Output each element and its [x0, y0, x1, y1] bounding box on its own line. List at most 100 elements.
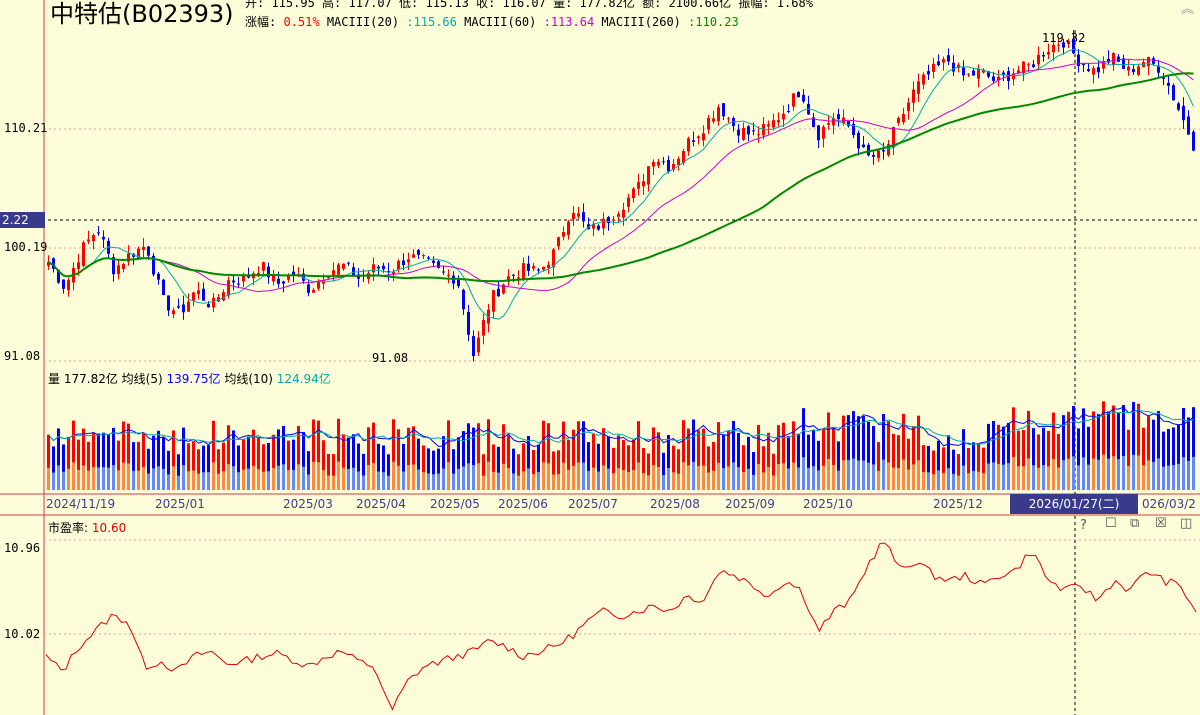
- restore-icon[interactable]: ⧉: [1130, 516, 1140, 531]
- volume-bar-lower: [712, 470, 715, 490]
- volume-bar: [132, 442, 135, 490]
- ma60-label: MACIII(60): [464, 15, 537, 29]
- x-tick: 2025/05: [430, 497, 480, 511]
- volume-bar: [1162, 431, 1165, 490]
- pe-value: 10.60: [91, 521, 127, 535]
- pe-line: [45, 542, 1197, 711]
- candle-body: [942, 59, 945, 63]
- volume-bar-lower: [1157, 458, 1160, 490]
- candle-body: [292, 271, 295, 275]
- volume-bar: [92, 432, 95, 490]
- volume-bar-lower: [1122, 455, 1125, 490]
- volume-bar-lower: [122, 462, 125, 490]
- volume-bar: [657, 432, 660, 490]
- volume-bar-lower: [967, 473, 970, 490]
- volume-bar: [177, 454, 180, 490]
- candle-body: [737, 129, 740, 136]
- candle-body: [1027, 64, 1030, 66]
- volume-bar: [677, 449, 680, 490]
- volume-bar: [807, 434, 810, 490]
- candle-body: [1042, 54, 1045, 57]
- volume-bar-lower: [317, 462, 320, 490]
- candle-body: [427, 257, 430, 259]
- volume-bar-lower: [362, 475, 365, 490]
- candle-body: [927, 71, 930, 75]
- volume-bar: [1027, 410, 1030, 490]
- volume-bar-lower: [962, 465, 965, 490]
- candle-body: [127, 253, 130, 262]
- volume-bar: [62, 444, 65, 490]
- candle-body: [692, 140, 695, 142]
- candle-body: [212, 297, 215, 308]
- settings-icon[interactable]: ◫: [1180, 516, 1193, 531]
- volume-bar: [417, 438, 420, 490]
- volume-bar-lower: [497, 472, 500, 490]
- minimize-icon[interactable]: ☐: [1105, 516, 1117, 531]
- candle-body: [662, 161, 665, 163]
- volume-bar-lower: [87, 470, 90, 490]
- candle-body: [562, 232, 565, 237]
- candle-body: [1107, 58, 1110, 63]
- collapse-icon[interactable]: ︽: [1181, 2, 1195, 17]
- candle-body: [537, 269, 540, 271]
- volume-bar-lower: [287, 470, 290, 490]
- volume-bar: [987, 423, 990, 490]
- candle-body: [882, 149, 885, 152]
- volume-bar: [1142, 427, 1145, 490]
- volume-bar-lower: [757, 464, 760, 490]
- candle-body: [1137, 66, 1140, 75]
- volume-bar: [997, 424, 1000, 490]
- volume-bar: [392, 419, 395, 490]
- candle-body: [532, 266, 535, 269]
- volume-bar-lower: [687, 465, 690, 490]
- volume-bar-lower: [222, 471, 225, 490]
- volume-bar-lower: [62, 471, 65, 490]
- candle-body: [112, 257, 115, 275]
- price-tick-1: 110.21: [4, 121, 48, 135]
- candle-body: [1177, 103, 1180, 110]
- candle-body: [237, 283, 240, 285]
- x-tick: 2025/09: [725, 497, 775, 511]
- volume-bar-lower: [407, 465, 410, 490]
- volume-bar-lower: [437, 473, 440, 490]
- volume-bar-lower: [352, 467, 355, 490]
- volume-bar: [1057, 434, 1060, 490]
- volume-bar: [1157, 411, 1160, 490]
- close-icon[interactable]: ☒: [1155, 516, 1167, 531]
- candle-body: [997, 76, 1000, 81]
- candle-body: [52, 258, 55, 269]
- candle-body: [912, 89, 915, 103]
- volume-bar: [217, 449, 220, 490]
- volume-bar-lower: [1177, 463, 1180, 490]
- candle-body: [422, 255, 425, 257]
- candle-body: [602, 218, 605, 229]
- volume-bar: [257, 438, 260, 490]
- candle-body: [1052, 44, 1055, 53]
- x-tick: 2025/06: [498, 497, 548, 511]
- volume-bar-lower: [652, 464, 655, 490]
- volume-bar-lower: [942, 472, 945, 490]
- candle-body: [1157, 65, 1160, 73]
- volume-bar-lower: [832, 464, 835, 490]
- candle-body: [972, 70, 975, 76]
- volume-bar-lower: [172, 466, 175, 490]
- candle-body: [672, 163, 675, 170]
- volume-bar: [1137, 403, 1140, 490]
- volume-bar: [897, 435, 900, 490]
- volume-bar: [372, 422, 375, 490]
- volume-bar: [412, 426, 415, 490]
- candle-body: [762, 123, 765, 136]
- volume-bar-lower: [1007, 463, 1010, 490]
- volume-bar: [307, 451, 310, 490]
- volume-bar-lower: [1037, 467, 1040, 490]
- volume-bar: [662, 452, 665, 490]
- volume-bar-lower: [702, 465, 705, 490]
- volume-bar-lower: [527, 468, 530, 490]
- volume-bar: [1012, 407, 1015, 490]
- candle-body: [767, 124, 770, 127]
- help-icon[interactable]: ?: [1080, 518, 1087, 533]
- volume-bar: [1117, 412, 1120, 490]
- candle-body: [142, 246, 145, 251]
- candle-body: [287, 275, 290, 280]
- candle-body: [832, 118, 835, 126]
